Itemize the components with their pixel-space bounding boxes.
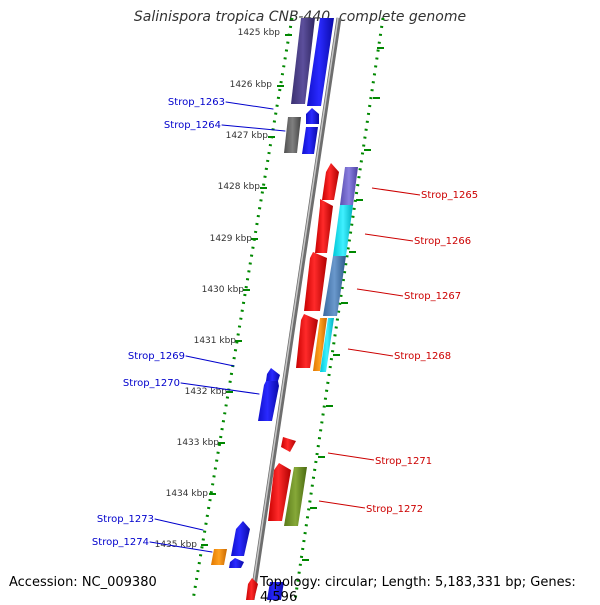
gene-arrow-icon	[268, 463, 291, 521]
summary-text: Topology: circular; Length: 5,183,331 bp…	[260, 575, 576, 605]
reverse-gene-labels: Strop_1263 Strop_1264 Strop_1269 Strop_1…	[92, 97, 286, 553]
gene-arrow-icon	[246, 578, 258, 600]
gene-label-strop-1266[interactable]: Strop_1266	[414, 236, 471, 247]
gene-arrow-icon	[229, 558, 244, 568]
gene-arrow-icon	[284, 117, 301, 153]
gene-label-strop-1268[interactable]: Strop_1268	[394, 351, 451, 362]
gene-arrow-icon	[231, 521, 250, 556]
gene-arrow-icon	[296, 314, 318, 368]
gene-label-strop-1270[interactable]: Strop_1270	[123, 378, 180, 389]
accession-text: Accession: NC_009380	[9, 575, 157, 590]
reverse-strand-genes	[211, 18, 334, 600]
gene-label-strop-1263[interactable]: Strop_1263	[168, 97, 225, 108]
gene-label-strop-1271[interactable]: Strop_1271	[375, 456, 432, 467]
gene-arrow-icon	[266, 368, 280, 381]
kbp-label: 1429 kbp	[210, 234, 253, 244]
kbp-label: 1432 kbp	[185, 387, 228, 397]
kbp-label: 1427 kbp	[226, 131, 269, 141]
gene-arrow-icon	[320, 318, 334, 372]
forward-strand-genes	[246, 163, 358, 600]
gene-label-strop-1267[interactable]: Strop_1267	[404, 291, 461, 302]
gene-label-strop-1264[interactable]: Strop_1264	[164, 120, 221, 131]
gene-label-strop-1265[interactable]: Strop_1265	[421, 190, 478, 201]
gene-arrow-icon	[284, 467, 307, 526]
gene-arrow-icon	[267, 582, 284, 600]
gene-arrow-icon	[313, 318, 327, 371]
kbp-label: 1433 kbp	[177, 438, 220, 448]
gene-arrow-icon	[307, 18, 334, 106]
map-title: Salinispora tropica CNB-440, complete ge…	[133, 9, 467, 25]
kbp-label: 1434 kbp	[166, 489, 209, 499]
tick-marks-right	[302, 47, 384, 561]
gene-arrow-icon	[323, 256, 346, 316]
kbp-label: 1425 kbp	[238, 28, 281, 38]
tick-marks-left	[201, 34, 292, 546]
gene-label-strop-1269[interactable]: Strop_1269	[128, 351, 185, 362]
gene-label-strop-1273[interactable]: Strop_1273	[97, 514, 154, 525]
kbp-label: 1435 kbp	[155, 540, 198, 550]
backbone-track	[249, 17, 342, 600]
gene-arrow-icon	[258, 381, 279, 421]
kbp-label: 1430 kbp	[202, 285, 245, 295]
gene-arrow-icon	[333, 205, 353, 256]
forward-gene-labels: Strop_1265 Strop_1266 Strop_1267 Strop_1…	[318, 187, 478, 515]
gene-arrow-icon	[302, 127, 318, 154]
gene-label-strop-1272[interactable]: Strop_1272	[366, 504, 423, 515]
gene-arrow-icon	[340, 167, 358, 205]
gene-arrow-icon	[281, 437, 296, 452]
gene-arrow-icon	[315, 199, 333, 253]
kbp-label: 1431 kbp	[194, 336, 237, 346]
gene-arrow-icon	[306, 108, 319, 124]
kbp-label: 1426 kbp	[230, 80, 273, 90]
gene-arrow-icon	[291, 18, 315, 104]
gene-label-strop-1274[interactable]: Strop_1274	[92, 537, 149, 548]
kbp-tick-labels: 1425 kbp 1426 kbp 1427 kbp 1428 kbp 1429…	[155, 28, 281, 550]
gene-arrow-icon	[211, 549, 227, 565]
kbp-label: 1428 kbp	[218, 182, 261, 192]
gene-arrow-icon	[322, 163, 339, 200]
gene-arrow-icon	[304, 252, 327, 311]
